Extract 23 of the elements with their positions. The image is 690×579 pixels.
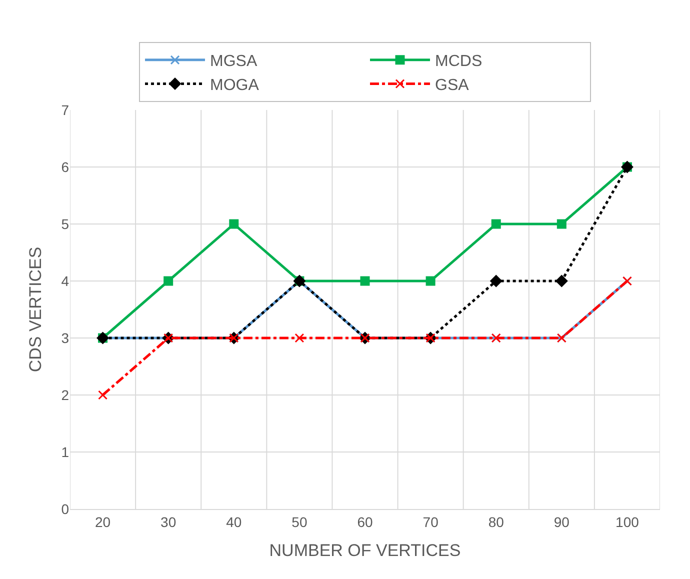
x-tick-label: 60 bbox=[357, 514, 373, 530]
y-tick-label: 4 bbox=[61, 272, 70, 289]
x-tick-label: 20 bbox=[94, 514, 111, 530]
x-axis-title: NUMBER OF VERTICES bbox=[269, 541, 461, 560]
x-tick-label: 100 bbox=[616, 514, 640, 530]
x-tick-label: 40 bbox=[226, 514, 242, 530]
x-tick-label: 30 bbox=[160, 514, 176, 530]
x-tick-label: 70 bbox=[422, 514, 439, 530]
y-tick-label: 3 bbox=[61, 330, 70, 346]
y-tick-label: 6 bbox=[61, 158, 70, 175]
x-tick-label: 90 bbox=[554, 514, 570, 530]
x-tick-label: 50 bbox=[292, 514, 308, 530]
y-axis-title: CDS VERTICES bbox=[26, 246, 45, 372]
y-tick-label: 1 bbox=[61, 444, 70, 460]
y-tick-label: 5 bbox=[61, 216, 70, 232]
y-tick-label: 0 bbox=[61, 500, 70, 517]
legend-label: MCDS bbox=[435, 53, 482, 70]
legend-label: MGSA bbox=[210, 53, 258, 70]
legend-label: MOGA bbox=[210, 76, 260, 94]
x-tick-label: 80 bbox=[488, 514, 504, 530]
y-tick-label: 2 bbox=[61, 386, 70, 403]
y-tick-label: 7 bbox=[61, 102, 70, 118]
legend-label: GSA bbox=[435, 76, 470, 94]
